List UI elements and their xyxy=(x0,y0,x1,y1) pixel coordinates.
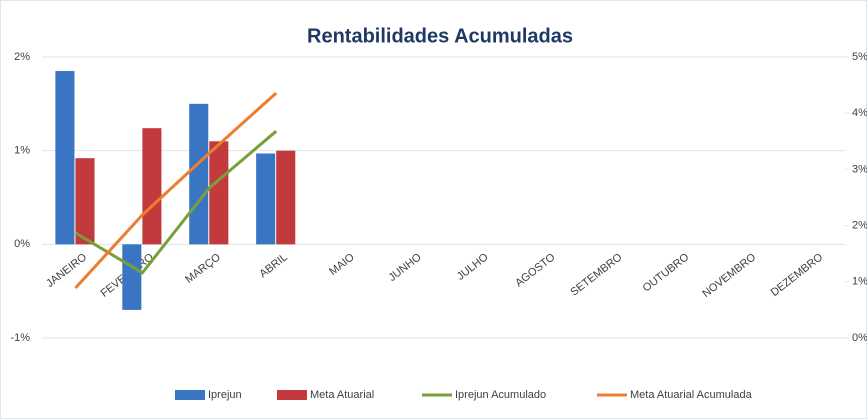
line xyxy=(74,91,278,289)
y2-tick-label: 1% xyxy=(852,276,867,288)
y-tick-label: 1% xyxy=(14,145,30,157)
legend-label: Meta Atuarial Acumulada xyxy=(630,389,753,401)
y2-tick-label: 2% xyxy=(852,220,867,232)
bar xyxy=(276,150,296,245)
legend-label: Iprejun Acumulado xyxy=(455,389,546,401)
y2-tick-label: 3% xyxy=(852,163,867,175)
bar xyxy=(209,141,229,245)
bar xyxy=(122,244,142,310)
legend-label: Iprejun xyxy=(208,389,242,401)
y-tick-label: -1% xyxy=(10,332,30,344)
legend-swatch xyxy=(277,390,307,400)
bar xyxy=(189,103,209,245)
y2-tick-label: 4% xyxy=(852,107,867,119)
legend-swatch xyxy=(175,390,205,400)
bar xyxy=(75,158,95,245)
y-tick-label: 2% xyxy=(14,51,30,63)
y2-tick-label: 5% xyxy=(852,51,867,63)
legend-label: Meta Atuarial xyxy=(310,389,374,401)
y-tick-label: 0% xyxy=(14,238,30,250)
bar xyxy=(142,128,162,245)
bar xyxy=(55,71,75,245)
chart-title: Rentabilidades Acumuladas xyxy=(307,25,573,47)
bar xyxy=(256,153,276,245)
y2-tick-label: 0% xyxy=(852,332,867,344)
